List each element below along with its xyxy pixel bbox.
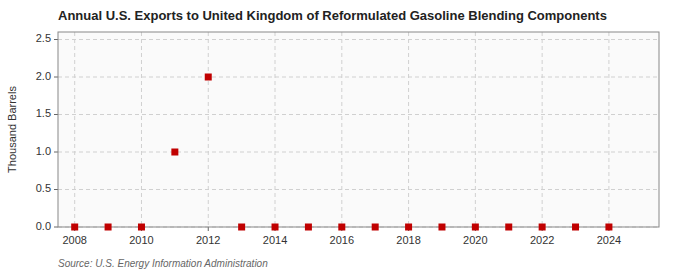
x-tick-label: 2008 (62, 234, 86, 246)
point (505, 224, 512, 231)
x-tick-label: 2020 (463, 234, 487, 246)
x-tick-label: 2010 (129, 234, 153, 246)
point (238, 224, 245, 231)
plot-area (58, 32, 659, 227)
x-tick-label: 2014 (263, 234, 287, 246)
point (572, 224, 579, 231)
point (438, 224, 445, 231)
x-grid-line (74, 32, 75, 227)
y-tick (54, 114, 58, 115)
x-grid-line (542, 32, 543, 227)
point (138, 224, 145, 231)
point (372, 224, 379, 231)
y-grid-line (58, 39, 659, 40)
source-note: Source: U.S. Energy Information Administ… (58, 258, 268, 269)
y-axis-label: Thousand Barrels (6, 86, 18, 173)
plot-frame (58, 32, 659, 227)
x-tick-label: 2018 (396, 234, 420, 246)
points (71, 74, 612, 231)
grid (58, 32, 659, 227)
x-grid-line (475, 32, 476, 227)
y-tick (54, 152, 58, 153)
point (472, 224, 479, 231)
x-tick-label: 2022 (530, 234, 554, 246)
point (305, 224, 312, 231)
y-tick-label: 2.0 (36, 70, 51, 82)
chart: 0.0 0.5 1.0 1.5 2.0 2.5 2008 2010 2012 2014 2016 20… (0, 0, 675, 275)
point (105, 224, 112, 231)
y-grid-line (58, 152, 659, 153)
x-grid-line (608, 32, 609, 227)
y-tick (54, 77, 58, 78)
title: Annual U.S. Exports to United Kingdom of… (58, 8, 607, 23)
y-tick-label: 1.0 (36, 145, 51, 157)
x-grid-line (275, 32, 276, 227)
y-tick-label: 0.0 (36, 220, 51, 232)
y-tick (54, 39, 58, 40)
x-tick (208, 227, 209, 231)
x-grid-line (341, 32, 342, 227)
point (272, 224, 279, 231)
y-tick-label: 2.5 (36, 32, 51, 44)
y-grid-line (58, 189, 659, 190)
y-grid-line (58, 77, 659, 78)
y-tick-label: 1.5 (36, 107, 51, 119)
y-tick (54, 189, 58, 190)
x-grid-line (208, 32, 209, 227)
axes: 0.0 0.5 1.0 1.5 2.0 2.5 2008 2010 2012 2014 2016 20… (36, 32, 659, 246)
x-tick-label: 2016 (330, 234, 354, 246)
x-grid-line (141, 32, 142, 227)
point (405, 224, 412, 231)
y-grid-line (58, 114, 659, 115)
point (539, 224, 546, 231)
x-tick-label: 2024 (597, 234, 621, 246)
x-grid-line (408, 32, 409, 227)
y-tick-label: 0.5 (36, 182, 51, 194)
point (205, 74, 212, 81)
y-tick (54, 227, 58, 228)
point (71, 224, 78, 231)
point (605, 224, 612, 231)
x-tick-label: 2012 (196, 234, 220, 246)
point (338, 224, 345, 231)
point (171, 149, 178, 156)
